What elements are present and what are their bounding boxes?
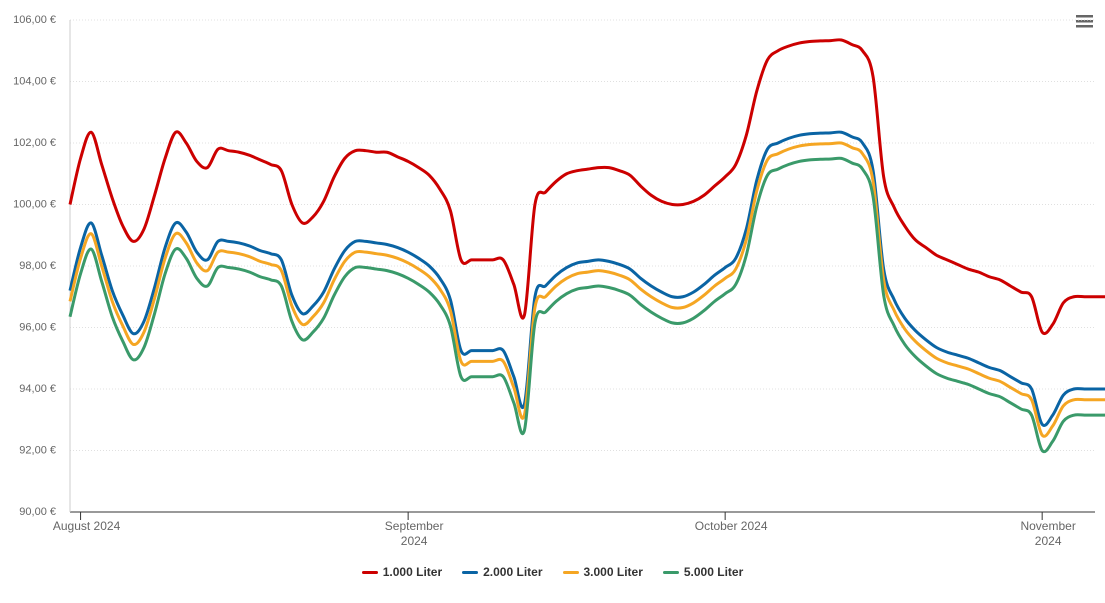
series-line: [68, 141, 1105, 438]
legend-swatch: [462, 570, 479, 574]
series-line: [68, 156, 1105, 454]
x-tick-label: November 2024: [1020, 519, 1076, 548]
legend-label: 2.000 Liter: [483, 565, 543, 579]
y-tick-label: 96,00 €: [19, 321, 56, 333]
legend: 1.000 Liter 2.000 Liter 3.000 Liter 5.000 L…: [0, 565, 1105, 579]
legend-label: 5.000 Liter: [683, 565, 744, 579]
y-tick-label: 100,00 €: [13, 198, 56, 210]
legend-item: 2.000 Liter: [462, 565, 543, 579]
y-tick-label: 94,00 €: [19, 383, 56, 395]
y-tick-label: 104,00 €: [13, 75, 56, 87]
legend-item: 3.000 Liter: [562, 565, 643, 579]
menu-button[interactable]: [1076, 15, 1093, 28]
x-tick-label: September 2024: [384, 519, 444, 548]
menu-bar: [1076, 20, 1093, 23]
x-tick-label: October 2024: [694, 519, 768, 533]
legend-label: 1.000 Liter: [382, 565, 443, 579]
y-tick-label: 102,00 €: [13, 137, 56, 149]
legend-label: 3.000 Liter: [583, 565, 643, 579]
x-tick-label: August 2024: [52, 519, 121, 533]
menu-bar: [1076, 15, 1093, 18]
series-line: [68, 130, 1105, 427]
menu-bar: [1076, 25, 1093, 28]
legend-item: 5.000 Liter: [662, 565, 744, 579]
series-line: [68, 38, 1105, 336]
legend-item: 1.000 Liter: [361, 565, 443, 579]
y-tick-label: 98,00 €: [19, 260, 56, 272]
y-tick-label: 90,00 €: [19, 506, 56, 518]
y-tick-label: 92,00 €: [19, 444, 56, 456]
y-tick-label: 106,00 €: [13, 14, 56, 26]
legend-swatch: [662, 570, 679, 574]
legend-swatch: [361, 570, 378, 574]
legend-swatch: [562, 570, 579, 574]
